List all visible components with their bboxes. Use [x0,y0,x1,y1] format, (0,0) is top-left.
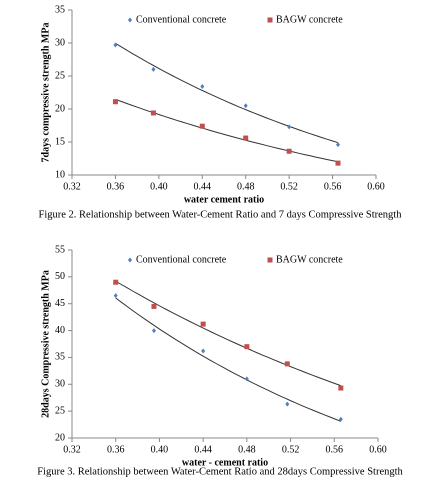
x-tick-label: 0.32 [63,181,81,192]
x-tick-label: 0.40 [151,444,169,455]
point [112,99,118,105]
trendline [115,42,339,144]
caption: Figure 2. Relationship between Water-Cem… [39,209,403,220]
trendline [115,98,339,163]
x-tick-label: 0.44 [194,444,212,455]
point [244,376,249,382]
point [151,66,156,72]
x-axis-label: water - cement ratio [182,457,268,468]
point [244,344,250,350]
y-tick-label: 40 [55,325,65,336]
point [243,135,249,141]
x-tick-label: 0.60 [369,444,387,455]
y-tick-label: 55 [55,244,65,255]
x-tick-label: 0.52 [282,444,300,455]
y-tick-label: 35 [55,4,65,15]
trendline [115,297,341,422]
x-tick-label: 0.32 [63,444,81,455]
y-tick-label: 15 [55,136,65,147]
y-tick-label: 35 [55,352,65,363]
point [335,160,341,166]
point [200,84,205,90]
point [243,103,248,109]
legend-label: BAGW concrete [276,254,343,265]
point [285,401,290,407]
x-tick-label: 0.48 [237,181,255,192]
point [199,123,205,129]
caption: Figure 3. Relationship between Water-Cem… [37,466,403,477]
legend-marker [267,257,273,263]
point [151,303,157,309]
point [201,348,206,354]
y-tick-label: 30 [55,37,65,48]
x-tick-label: 0.40 [150,181,168,192]
y-tick-label: 20 [55,103,65,114]
point [336,142,340,148]
point [284,361,290,367]
x-tick-label: 0.52 [280,181,298,192]
legend-marker [128,257,132,263]
point [200,321,206,327]
point [150,110,156,116]
x-tick-label: 0.44 [194,181,212,192]
y-tick-label: 30 [55,379,65,390]
x-tick-label: 0.36 [107,444,125,455]
legend-label: BAGW concrete [276,14,343,25]
x-axis-label: water cement ratio [184,194,264,205]
point [151,328,156,334]
x-tick-label: 0.36 [107,181,125,192]
point [338,416,343,422]
legend-marker [128,17,132,23]
point [113,42,118,48]
x-tick-label: 0.48 [238,444,256,455]
y-tick-label: 25 [55,70,65,81]
y-axis-label: 7days compressive strength MPa [40,23,51,163]
point [287,124,292,130]
legend-label: Conventional concrete [136,254,227,265]
y-tick-label: 10 [55,169,65,180]
point [338,385,344,391]
trendline [115,280,341,387]
legend-marker [267,17,273,23]
y-tick-label: 45 [55,298,65,309]
point [286,148,292,154]
x-tick-label: 0.56 [326,444,344,455]
point [113,293,118,299]
point [113,279,119,285]
x-tick-label: 0.60 [367,181,385,192]
y-tick-label: 25 [55,405,65,416]
y-tick-label: 20 [55,432,65,443]
y-axis-label: 28days Compressive strength MPa [40,270,51,418]
x-tick-label: 0.56 [324,181,342,192]
y-tick-label: 50 [55,271,65,282]
legend-label: Conventional concrete [136,14,227,25]
